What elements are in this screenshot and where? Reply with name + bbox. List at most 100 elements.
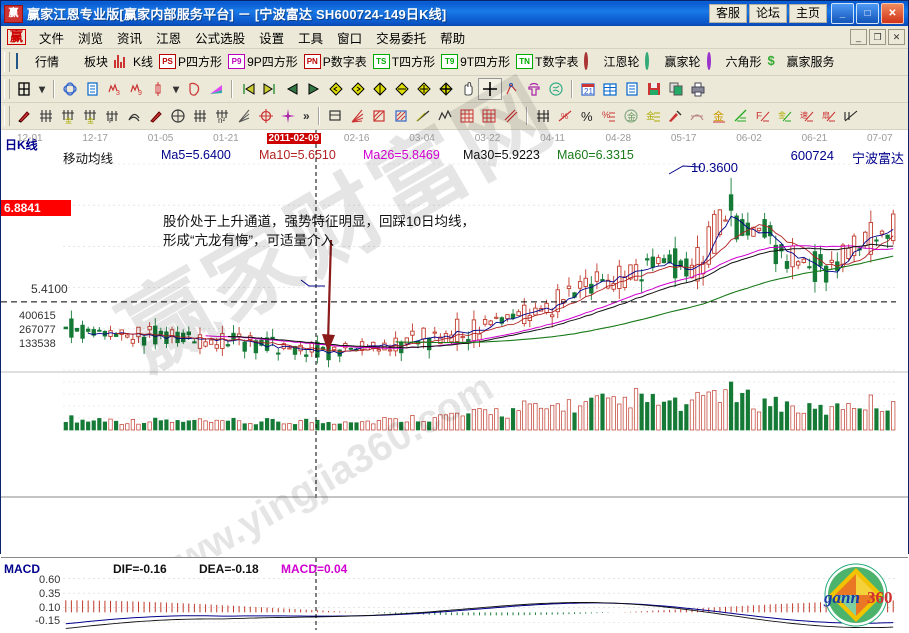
- dropdown-arrow2-icon[interactable]: ▾: [173, 82, 180, 96]
- copy-icon[interactable]: [665, 79, 687, 99]
- menu-item-tools[interactable]: 工具: [298, 31, 324, 46]
- grid-blue-icon[interactable]: [478, 106, 500, 126]
- doc-minimize-button[interactable]: _: [850, 29, 867, 45]
- close-button[interactable]: ✕: [881, 3, 904, 24]
- retrace-icon[interactable]: 扇: [818, 106, 840, 126]
- fork-grid-icon[interactable]: [35, 106, 57, 126]
- macd-panel[interactable]: MACD DIF=-0.16 DEA=-0.18 MACD=0.04 0.60 …: [1, 557, 908, 630]
- ladder-icon[interactable]: [532, 106, 554, 126]
- arc-icon[interactable]: [123, 106, 145, 126]
- zoom-out-icon[interactable]: [391, 79, 413, 99]
- grid-red-icon[interactable]: [456, 106, 478, 126]
- toolbar-button-p-number-table[interactable]: PN P数字表: [301, 53, 370, 71]
- zoom-left-icon[interactable]: [325, 79, 347, 99]
- menu-item-browse[interactable]: 浏览: [78, 31, 104, 46]
- crosshair-icon[interactable]: [478, 78, 503, 100]
- fan-chart-icon[interactable]: [205, 79, 227, 99]
- toolbar-button-winner-wheel[interactable]: 赢家轮: [642, 52, 703, 71]
- dropdown-arrow-icon[interactable]: ▾: [39, 82, 46, 96]
- gold-table-icon[interactable]: 金: [642, 106, 664, 126]
- line-icon[interactable]: [412, 106, 434, 126]
- toolbar-button-t-number-table[interactable]: TN T数字表: [513, 53, 581, 71]
- hand-icon[interactable]: [457, 79, 479, 99]
- box-red-icon[interactable]: [368, 106, 390, 126]
- gold-circle-icon[interactable]: 金: [620, 106, 642, 126]
- table-icon[interactable]: [599, 79, 621, 99]
- first-page-icon[interactable]: [237, 79, 259, 99]
- toolbar-button-9p-square[interactable]: P9 9P四方形: [225, 53, 301, 71]
- toolbar-button-quote[interactable]: 行情: [13, 53, 62, 71]
- titlebar-link-forum[interactable]: 论坛: [748, 4, 787, 23]
- maximize-button[interactable]: □: [856, 3, 879, 24]
- f-slope-icon[interactable]: F: [752, 106, 774, 126]
- zoom-in-icon[interactable]: [369, 79, 391, 99]
- chart-area[interactable]: 赢家财富网 www.yingjia360.com QQ:1731457646 日…: [1, 61, 908, 598]
- doc-close-button[interactable]: ✕: [888, 29, 905, 45]
- multi3-icon[interactable]: 3: [103, 79, 125, 99]
- grid-lines-icon[interactable]: [189, 106, 211, 126]
- toolbar-button-9t-square[interactable]: T9 9T四方形: [438, 53, 513, 71]
- report-icon[interactable]: [81, 79, 103, 99]
- calendar-period-icon[interactable]: [13, 79, 35, 99]
- box-shade-icon[interactable]: [390, 106, 412, 126]
- four-slope-icon[interactable]: [840, 106, 862, 126]
- toolbar-grip[interactable]: [4, 52, 10, 72]
- list-icon[interactable]: [621, 79, 643, 99]
- toolbar-button-t-square[interactable]: TS T四方形: [370, 53, 438, 71]
- last-page-icon[interactable]: [259, 79, 281, 99]
- target-icon[interactable]: [255, 106, 277, 126]
- titlebar-link-home[interactable]: 主页: [788, 4, 827, 23]
- toolbar-button-winner-service[interactable]: $ 赢家服务: [765, 53, 838, 71]
- toolbar-button-kline[interactable]: K线: [111, 53, 156, 71]
- multi9-icon[interactable]: 9: [125, 79, 147, 99]
- f-fork-icon[interactable]: F: [101, 106, 123, 126]
- toolbar-button-gann-wheel[interactable]: 江恩轮: [581, 52, 642, 71]
- menu-item-help[interactable]: 帮助: [440, 31, 466, 46]
- pen-icon[interactable]: [13, 106, 35, 126]
- save-icon[interactable]: [643, 79, 665, 99]
- titlebar-link-support[interactable]: 客服: [708, 4, 747, 23]
- menu-item-gann[interactable]: 江恩: [156, 31, 182, 46]
- angle-icon[interactable]: [233, 106, 255, 126]
- menu-item-window[interactable]: 窗口: [337, 31, 363, 46]
- prev-icon[interactable]: [281, 79, 303, 99]
- measure-icon[interactable]: [501, 79, 523, 99]
- menu-item-file[interactable]: 文件: [39, 31, 65, 46]
- expand-icon[interactable]: [413, 79, 435, 99]
- slope-icon[interactable]: [730, 106, 752, 126]
- star-icon[interactable]: [277, 106, 299, 126]
- date-21-icon[interactable]: 21: [577, 79, 599, 99]
- toolbar-button-sector[interactable]: 板块: [62, 53, 111, 71]
- menu-item-formula-stock-pick[interactable]: 公式选股: [195, 31, 246, 46]
- square-icon[interactable]: [324, 106, 346, 126]
- overlay-icon[interactable]: [59, 79, 81, 99]
- gold-slope-icon[interactable]: 金: [774, 106, 796, 126]
- zigzag-icon[interactable]: [434, 106, 456, 126]
- next-icon[interactable]: [303, 79, 325, 99]
- menu-item-trade[interactable]: 交易委托: [376, 31, 427, 46]
- n2-icon[interactable]: n²: [211, 106, 233, 126]
- speed-slope-icon[interactable]: 速: [796, 106, 818, 126]
- arc-red-icon[interactable]: [686, 106, 708, 126]
- minimize-button[interactable]: _: [831, 3, 854, 24]
- pen2-icon[interactable]: [145, 106, 167, 126]
- doc-restore-button[interactable]: ❐: [869, 29, 886, 45]
- toolbar-grip[interactable]: [4, 79, 10, 99]
- more-chevron-icon[interactable]: »: [303, 109, 310, 123]
- pattern-icon[interactable]: [183, 79, 205, 99]
- gold-fork-icon[interactable]: 金: [57, 106, 79, 126]
- menu-item-news[interactable]: 资讯: [117, 31, 143, 46]
- candle-pen-icon[interactable]: [664, 106, 686, 126]
- print-icon[interactable]: [687, 79, 709, 99]
- toolbar-button-p-square[interactable]: PS P四方形: [156, 53, 225, 71]
- fan-red-icon[interactable]: [346, 106, 368, 126]
- toolbar-grip[interactable]: [4, 106, 10, 126]
- circle-grid-icon[interactable]: [167, 106, 189, 126]
- price-chart-canvas[interactable]: [1, 130, 908, 499]
- percent-table-icon[interactable]: %: [598, 106, 620, 126]
- zoom-right-icon[interactable]: [347, 79, 369, 99]
- parallel-icon[interactable]: [500, 106, 522, 126]
- menu-item-settings[interactable]: 设置: [259, 31, 285, 46]
- percent-fork-icon[interactable]: %: [554, 106, 576, 126]
- brain-icon[interactable]: [545, 79, 567, 99]
